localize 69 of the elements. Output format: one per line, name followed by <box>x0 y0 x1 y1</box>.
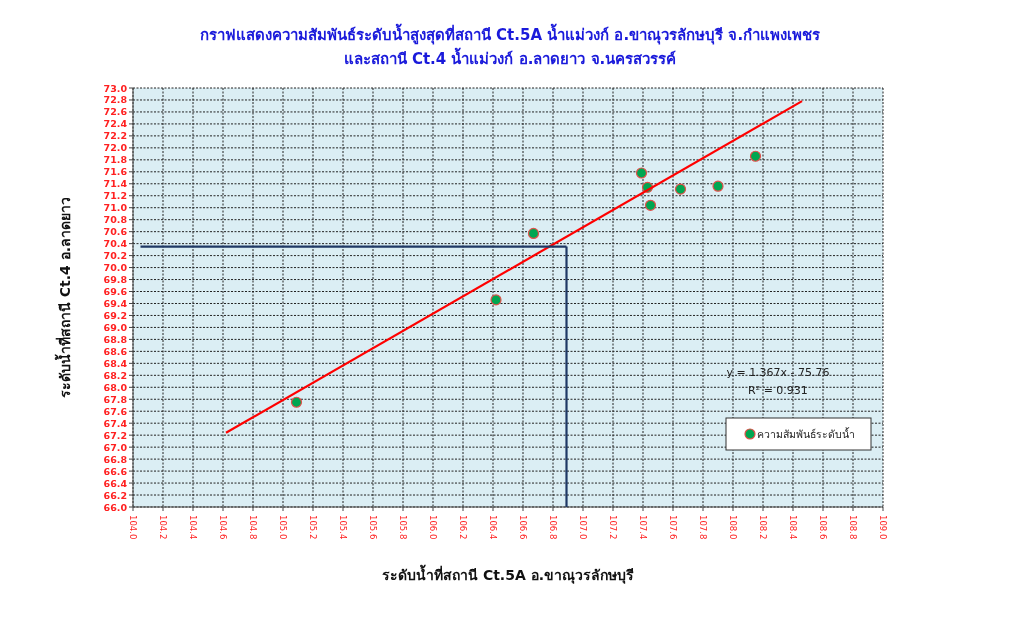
x-tick-label: 107.4 <box>638 515 648 540</box>
x-tick-label: 104.6 <box>218 515 228 540</box>
y-tick-label: 71.2 <box>103 190 127 202</box>
x-tick-label: 106.4 <box>488 515 498 540</box>
y-tick-label: 68.8 <box>103 333 128 345</box>
y-tick-label: 72.0 <box>103 142 128 154</box>
y-tick-label: 66.4 <box>103 477 128 489</box>
legend-label: ความสัมพันธ์ระดับน้ำ <box>757 427 855 440</box>
y-tick-label: 66.2 <box>103 489 127 501</box>
annotation: R² = 0.931 <box>748 384 808 397</box>
y-tick-label: 70.4 <box>103 238 128 250</box>
x-tick-label: 106.0 <box>428 515 438 540</box>
x-tick-label: 107.2 <box>608 515 618 540</box>
x-tick-label: 107.6 <box>668 515 678 540</box>
y-tick-label: 70.0 <box>103 262 128 274</box>
x-axis-title: ระดับน้ำที่สถานี Ct.5A อ.ขาณุวรลักษบุรี <box>382 564 634 584</box>
y-tick-label: 72.2 <box>103 130 127 142</box>
y-tick-label: 71.6 <box>103 166 128 178</box>
y-tick-label: 71.4 <box>103 178 128 190</box>
x-tick-label: 108.4 <box>788 515 798 540</box>
y-tick-label: 70.2 <box>103 250 127 262</box>
x-tick-label: 105.6 <box>368 515 378 540</box>
y-tick-label: 68.6 <box>103 345 128 357</box>
y-tick-label: 67.4 <box>103 417 128 429</box>
y-tick-label: 69.8 <box>103 274 128 286</box>
y-tick-label: 66.6 <box>103 465 128 477</box>
y-tick-label: 68.0 <box>103 381 128 393</box>
y-tick-label: 71.8 <box>103 154 128 166</box>
y-tick-label: 66.0 <box>103 501 128 513</box>
x-tick-label: 108.2 <box>758 515 768 540</box>
x-tick-label: 108.0 <box>728 515 738 540</box>
chart-title: กราฟแสดงความสัมพันธ์ระดับน้ำสูงสุดที่สถานี Ct.5A น้ำแม่วงก์ อ.ขาณุวรลักษบุรี จ.กำแพงเพชร และสถานี Ct.4 น้ำแม่วงก์ อ.ลาดยาว จ.นครสวรรค์ <box>199 23 822 68</box>
x-tick-label: 105.2 <box>308 515 318 540</box>
y-tick-label: 68.4 <box>103 357 128 369</box>
x-tick-label: 109.0 <box>878 515 888 540</box>
x-tick-label: 107.0 <box>578 515 588 540</box>
y-tick-label: 72.6 <box>103 106 128 118</box>
y-tick-label: 73.0 <box>103 82 128 94</box>
x-tick-label: 105.8 <box>398 515 408 540</box>
x-tick-label: 104.0 <box>128 515 138 540</box>
y-tick-label: 69.2 <box>103 309 127 321</box>
y-tick-label: 72.8 <box>103 94 128 106</box>
legend: ความสัมพันธ์ระดับน้ำ <box>725 417 872 451</box>
x-tick-label: 104.4 <box>188 515 198 540</box>
x-tick-label: 106.2 <box>458 515 468 540</box>
x-tick-label: 106.8 <box>548 515 558 540</box>
y-tick-label: 67.6 <box>103 405 128 417</box>
y-tick-label: 69.0 <box>103 321 128 333</box>
x-tick-label: 106.6 <box>518 515 528 540</box>
y-tick-label: 71.0 <box>103 202 128 214</box>
annotation: y = 1.367x - 75.76 <box>726 366 830 379</box>
y-tick-label: 68.2 <box>103 369 127 381</box>
y-tick-label: 72.4 <box>103 118 128 130</box>
y-tick-label: 66.8 <box>103 453 128 465</box>
y-axis-title: ระดับน้ำที่สถานี Ct.4 อ.ลาดยาว <box>54 196 73 399</box>
x-tick-label: 104.2 <box>158 515 168 540</box>
y-tick-label: 69.4 <box>103 297 128 309</box>
x-tick-label: 104.8 <box>248 515 258 540</box>
x-tick-label: 108.8 <box>848 515 858 540</box>
y-tick-label: 70.8 <box>103 214 128 226</box>
y-tick-label: 67.2 <box>103 429 127 441</box>
x-tick-label: 105.0 <box>278 515 288 540</box>
y-tick-label: 67.0 <box>103 441 128 453</box>
y-tick-label: 67.8 <box>103 393 128 405</box>
x-tick-label: 107.8 <box>698 515 708 540</box>
x-tick-label: 105.4 <box>338 515 348 540</box>
y-tick-label: 69.6 <box>103 286 128 298</box>
y-tick-label: 70.6 <box>103 226 128 238</box>
x-tick-label: 108.6 <box>818 515 828 540</box>
